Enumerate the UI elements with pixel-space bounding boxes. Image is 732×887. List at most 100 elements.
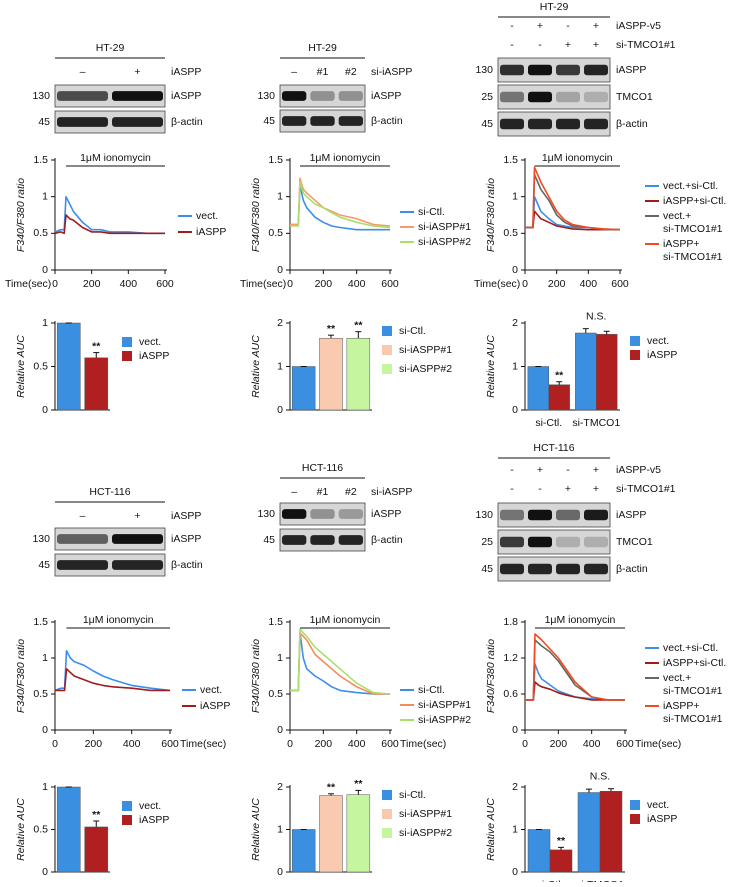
- cell-line-label: HT-29: [540, 1, 569, 13]
- y-tick-label: 0: [277, 404, 283, 416]
- legend-label: vect.+ si-TMCO1#1: [663, 210, 723, 235]
- bar: [84, 826, 109, 873]
- lane-name: si-TMCO1#1: [616, 483, 676, 495]
- lane-label: +: [537, 464, 543, 476]
- blot-band: [528, 118, 552, 130]
- mw-marker: 130: [257, 508, 275, 520]
- mw-marker: 130: [32, 90, 50, 102]
- lane-name: si-iASPP: [371, 486, 412, 498]
- y-tick-label: 0: [42, 404, 48, 416]
- x-tick-label: 0: [52, 738, 58, 750]
- x-tick-label: 200: [548, 278, 566, 290]
- series-line: [54, 195, 165, 235]
- legend-label-part: si-TMCO1#1: [663, 223, 723, 235]
- mw-marker: 45: [481, 118, 493, 130]
- blot-band: [57, 91, 108, 101]
- mw-marker: 130: [475, 509, 493, 521]
- bar: [549, 849, 573, 873]
- protein-label: β-actin: [371, 115, 403, 127]
- legend-swatch: [382, 828, 392, 838]
- lane-label: -: [538, 483, 542, 495]
- blot-band: [500, 509, 524, 521]
- protein-label: β-actin: [171, 559, 203, 571]
- lane-label: -: [510, 39, 514, 51]
- legend-label-part: iASPP+: [663, 700, 699, 712]
- mw-marker: 45: [481, 563, 493, 575]
- x-tick-label: 400: [580, 278, 598, 290]
- blot-band: [528, 509, 552, 521]
- x-axis-label: Time(sec): [635, 738, 681, 750]
- y-tick-label: 1: [277, 652, 283, 664]
- significance-label: **: [557, 835, 566, 847]
- x-axis-label: Time(sec): [5, 278, 51, 290]
- x-tick-label: 400: [120, 278, 138, 290]
- protein-label: TMCO1: [616, 536, 653, 548]
- x-tick-label: 200: [85, 738, 103, 750]
- legend-label: si-Ctl.: [418, 684, 445, 696]
- y-axis-label: Relative AUC: [250, 335, 262, 398]
- lane-label: –: [291, 486, 297, 498]
- legend-label-part: vect.+: [663, 672, 691, 684]
- blot-band: [112, 91, 163, 101]
- bar: [291, 366, 316, 411]
- legend-label: si-iASPP#1: [399, 808, 452, 820]
- blot-band: [556, 509, 580, 521]
- legend-swatch: [122, 351, 132, 361]
- x-axis-label: Time(sec): [240, 278, 286, 290]
- y-tick-label: 0.5: [33, 823, 48, 835]
- legend-swatch: [122, 815, 132, 825]
- blot-band: [282, 535, 307, 545]
- x-tick-label: si-Ctl.: [535, 417, 562, 429]
- blot-band: [584, 64, 608, 76]
- lane-label: +: [565, 39, 571, 51]
- lane-label: #2: [345, 486, 357, 498]
- legend-label: si-Ctl.: [399, 325, 426, 337]
- bar: [596, 334, 618, 411]
- y-tick-label: 0.5: [268, 688, 283, 700]
- series-line: [290, 628, 391, 695]
- blot-membrane: [54, 527, 166, 551]
- significance-label: **: [327, 323, 336, 335]
- lane-label: –: [80, 66, 86, 78]
- protein-label: TMCO1: [616, 91, 653, 103]
- mw-marker: 45: [263, 534, 275, 546]
- bar: [346, 794, 371, 873]
- lane-name: si-iASPP: [371, 66, 412, 78]
- blot-band: [500, 91, 524, 103]
- y-tick-label: 0: [42, 724, 48, 736]
- y-tick-label: 1.5: [503, 154, 518, 166]
- blot-band: [310, 116, 335, 126]
- y-tick-label: 0: [277, 724, 283, 736]
- y-tick-label: 1: [42, 781, 48, 793]
- lane-name: iASPP: [171, 510, 201, 522]
- y-tick-label: 0: [277, 866, 283, 878]
- lane-label: #1: [317, 486, 329, 498]
- legend-label-part: si-TMCO1#1: [663, 713, 723, 725]
- blot-band: [57, 560, 108, 570]
- protein-label: iASPP: [616, 509, 646, 521]
- y-tick-label: 2: [512, 781, 518, 793]
- legend-label-part: iASPP+: [663, 238, 699, 250]
- lane-label: -: [510, 464, 514, 476]
- lane-label: -: [566, 20, 570, 32]
- x-tick-label: 600: [381, 738, 399, 750]
- significance-label: **: [555, 370, 564, 382]
- blot-band: [556, 118, 580, 130]
- legend-label: vect.+si-Ctl.: [663, 642, 718, 654]
- legend-swatch: [122, 337, 132, 347]
- legend-label: si-iASPP#2: [399, 827, 452, 839]
- y-axis-label: F340/F380 ratio: [15, 178, 27, 252]
- protein-label: iASPP: [371, 90, 401, 102]
- y-tick-label: 1: [512, 360, 518, 372]
- mw-marker: 130: [475, 64, 493, 76]
- blot-band: [112, 117, 163, 127]
- y-tick-label: 1: [42, 190, 48, 202]
- blot-band: [584, 118, 608, 130]
- y-tick-label: 1: [42, 652, 48, 664]
- y-tick-label: 0: [42, 866, 48, 878]
- series-line: [290, 181, 391, 229]
- blot-band: [556, 91, 580, 103]
- legend-label: iASPP: [200, 700, 230, 712]
- bar: [548, 384, 570, 411]
- x-tick-label: 600: [381, 278, 399, 290]
